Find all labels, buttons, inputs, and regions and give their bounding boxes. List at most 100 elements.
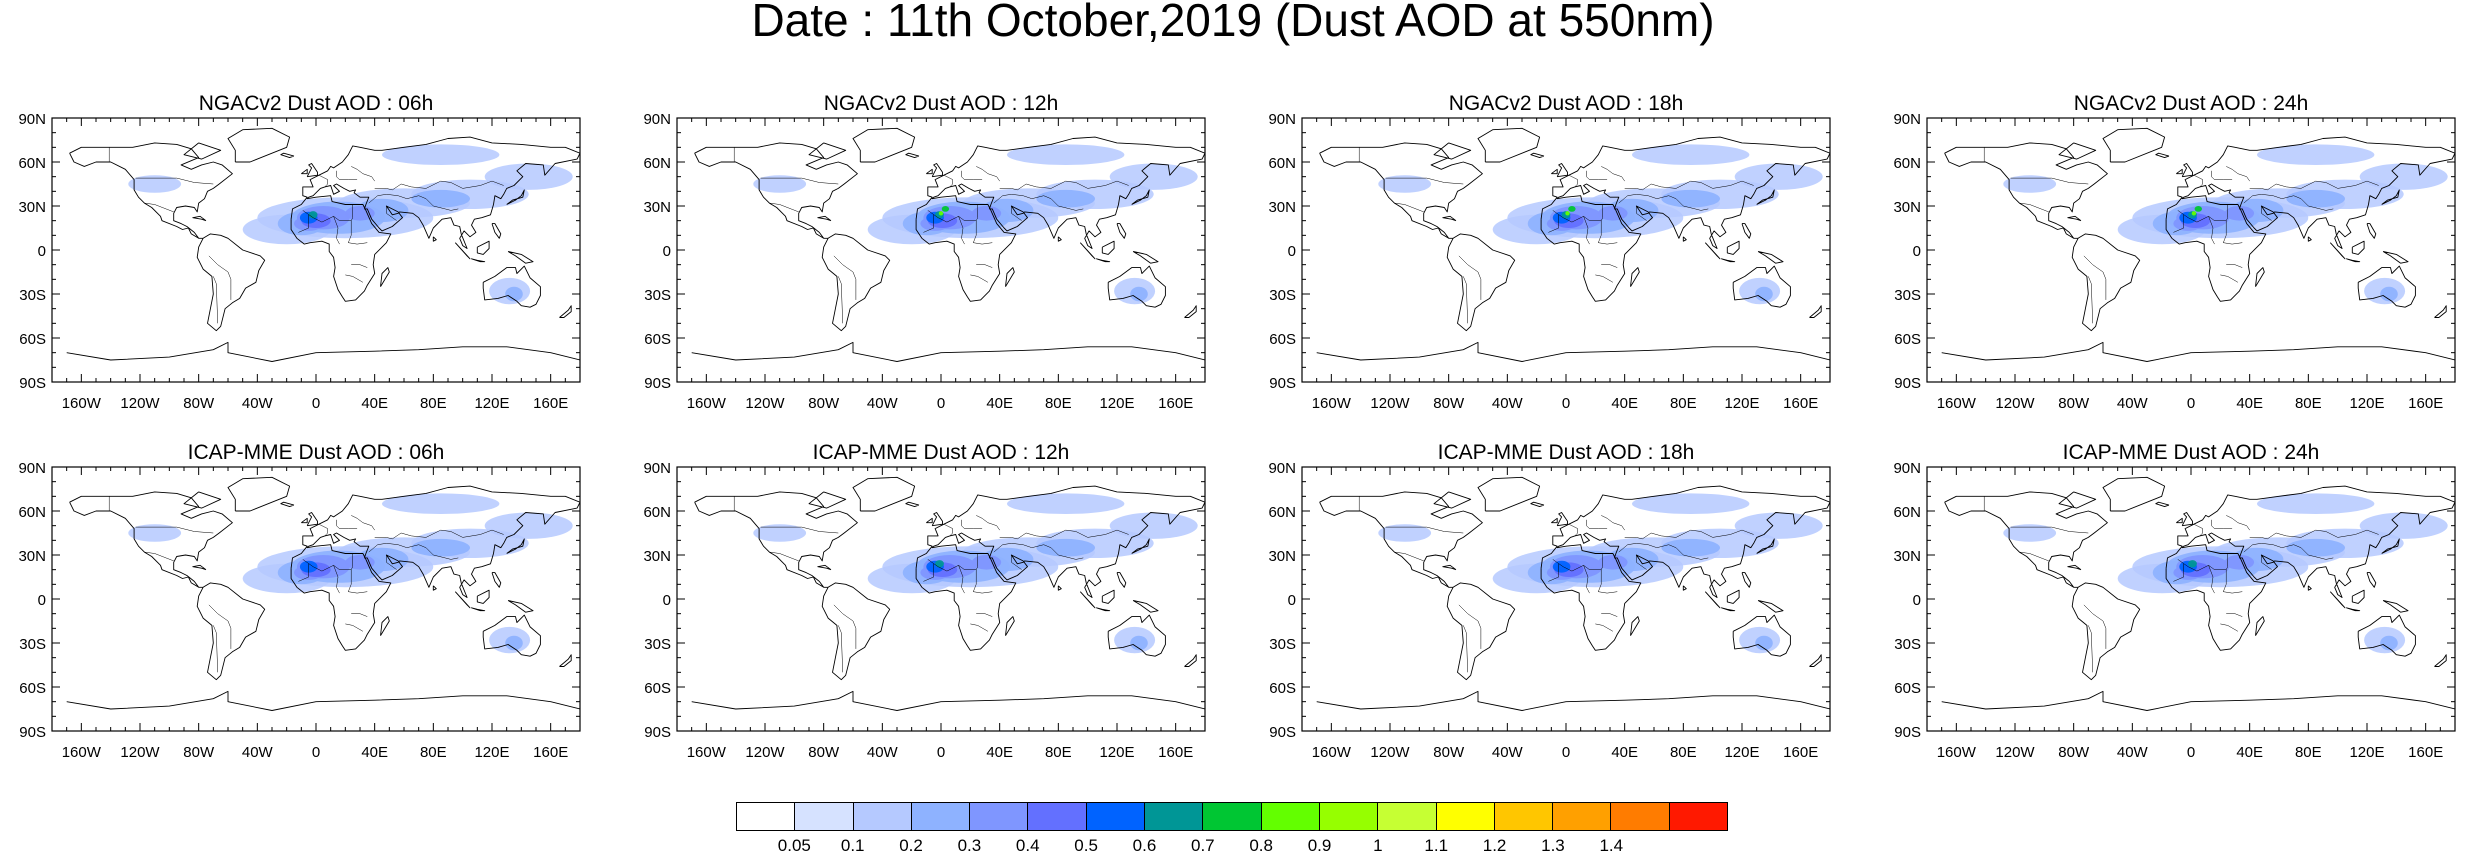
coastline bbox=[1107, 265, 1166, 308]
dust-aod-patch bbox=[938, 211, 944, 216]
colorbar-box bbox=[1436, 803, 1495, 830]
lon-tick-label: 80W bbox=[183, 744, 215, 761]
country-border bbox=[1586, 170, 1608, 180]
coastline bbox=[1131, 189, 1150, 205]
country-border bbox=[1601, 613, 1618, 617]
lon-tick-label: 80E bbox=[420, 744, 447, 761]
lon-tick-label: 120W bbox=[1370, 395, 1410, 412]
country-border bbox=[923, 563, 934, 582]
lon-tick-label: 80W bbox=[1433, 744, 1465, 761]
lat-tick-label: 60N bbox=[643, 155, 671, 172]
dust-aod-patch bbox=[128, 175, 182, 193]
coastline bbox=[1079, 591, 1096, 609]
country-border bbox=[993, 194, 1084, 211]
dust-aod-patch bbox=[1661, 189, 1720, 208]
coastline bbox=[2255, 616, 2265, 636]
country-border bbox=[347, 569, 368, 594]
dust-aod-patch bbox=[2286, 189, 2345, 208]
country-border bbox=[999, 180, 1129, 191]
colorbar-label: 0.05 bbox=[777, 836, 811, 855]
lon-tick-label: 40W bbox=[242, 744, 274, 761]
coastline bbox=[1101, 589, 1115, 604]
colorbar-box bbox=[1669, 803, 1728, 830]
coastline bbox=[2381, 538, 2400, 554]
coastline bbox=[1096, 607, 1111, 612]
coastline bbox=[694, 142, 891, 332]
coastline bbox=[380, 616, 390, 636]
lon-tick-label: 40E bbox=[986, 395, 1013, 412]
coastline bbox=[915, 136, 1205, 302]
country-border bbox=[1552, 553, 1603, 572]
lon-tick-label: 40W bbox=[1492, 744, 1524, 761]
coastline bbox=[1556, 512, 1568, 527]
dust-aod-patch bbox=[941, 206, 950, 212]
coastline bbox=[1551, 168, 1558, 175]
country-border bbox=[1458, 255, 1482, 300]
lon-tick-label: 40E bbox=[1611, 744, 1638, 761]
dust-aod-patch bbox=[1568, 206, 1576, 212]
lat-tick-label: 0 bbox=[38, 592, 46, 609]
coastline bbox=[1433, 142, 1472, 160]
country-border bbox=[2249, 180, 2379, 191]
coastline bbox=[1732, 614, 1791, 657]
colorbar-label: 0.7 bbox=[1190, 836, 1215, 855]
lat-tick-label: 90N bbox=[18, 111, 46, 128]
colorbar-box bbox=[1494, 803, 1554, 830]
map-plot: 90N 60N 30N 0 30S 60S 90S 160W 120W 80W 40W 0 40E 80E… bbox=[1893, 111, 2456, 412]
lat-tick-label: 30N bbox=[18, 199, 46, 216]
lat-tick-label: 60N bbox=[18, 504, 46, 521]
map-panel: NGACv2 Dust AOD : 06h 90N 60N 30N 0 30S 60S 90S… bbox=[0, 92, 616, 437]
dust-aod-patch bbox=[2359, 512, 2448, 539]
country-border bbox=[1618, 194, 1709, 211]
map-plot: 90N 60N 30N 0 30S 60S 90S 160W 120W 80W 40W 0 40E 80E… bbox=[643, 111, 1206, 412]
country-border bbox=[1568, 174, 1578, 188]
country-border bbox=[838, 276, 843, 324]
lat-tick-label: 90S bbox=[1894, 375, 1921, 392]
lon-tick-label: 80E bbox=[1670, 395, 1697, 412]
coastline bbox=[1005, 267, 1015, 287]
lon-tick-label: 80E bbox=[1670, 744, 1697, 761]
coastline bbox=[1682, 585, 1687, 591]
country-border bbox=[1463, 276, 1468, 324]
lon-tick-label: 40W bbox=[867, 744, 899, 761]
panel-title: NGACv2 Dust AOD : 24h bbox=[2073, 92, 2309, 115]
country-border bbox=[760, 177, 839, 185]
lon-tick-label: 120E bbox=[1724, 395, 1759, 412]
dust-aod-patch bbox=[2191, 211, 2197, 216]
coastline bbox=[2058, 491, 2097, 509]
coastline bbox=[1442, 215, 1457, 222]
lon-tick-label: 0 bbox=[312, 744, 320, 761]
lon-tick-label: 40W bbox=[2117, 744, 2149, 761]
country-border bbox=[1011, 206, 1022, 221]
country-border bbox=[970, 623, 989, 632]
lon-tick-label: 120E bbox=[474, 395, 509, 412]
dust-aod-patch bbox=[1734, 512, 1823, 539]
country-border bbox=[144, 202, 174, 213]
colorbar-box bbox=[1028, 803, 1087, 830]
coastline bbox=[1756, 538, 1775, 554]
coastline bbox=[1184, 305, 1197, 318]
lat-tick-label: 60S bbox=[644, 331, 671, 348]
colorbar-label: 0.9 bbox=[1307, 836, 1332, 855]
lon-tick-label: 0 bbox=[937, 395, 945, 412]
coastline bbox=[1442, 564, 1457, 571]
coastline bbox=[290, 485, 580, 651]
dust-aod-patch bbox=[2224, 555, 2255, 570]
lat-tick-label: 60S bbox=[644, 680, 671, 697]
dust-aod-patch bbox=[1378, 524, 1432, 542]
country-border bbox=[2208, 565, 2215, 594]
coastline bbox=[2351, 240, 2365, 255]
coastline bbox=[1944, 142, 2141, 332]
lat-tick-label: 0 bbox=[1913, 243, 1921, 260]
lat-tick-label: 90N bbox=[643, 460, 671, 477]
map-plot: 90N 60N 30N 0 30S 60S 90S 160W 120W 80W 40W 0 40E 80E… bbox=[1268, 111, 1831, 412]
dust-aod-patch bbox=[2188, 560, 2197, 568]
lat-tick-label: 90N bbox=[1268, 460, 1296, 477]
lat-tick-label: 60S bbox=[19, 331, 46, 348]
coastline bbox=[1741, 572, 1752, 588]
coastline bbox=[1757, 600, 1784, 613]
dust-aod-patch bbox=[345, 206, 375, 221]
coastline bbox=[1184, 654, 1197, 667]
map-panel: NGACv2 Dust AOD : 24h 90N 60N 30N 0 30S 60S 90S… bbox=[1875, 92, 2466, 437]
coastline bbox=[482, 265, 541, 308]
